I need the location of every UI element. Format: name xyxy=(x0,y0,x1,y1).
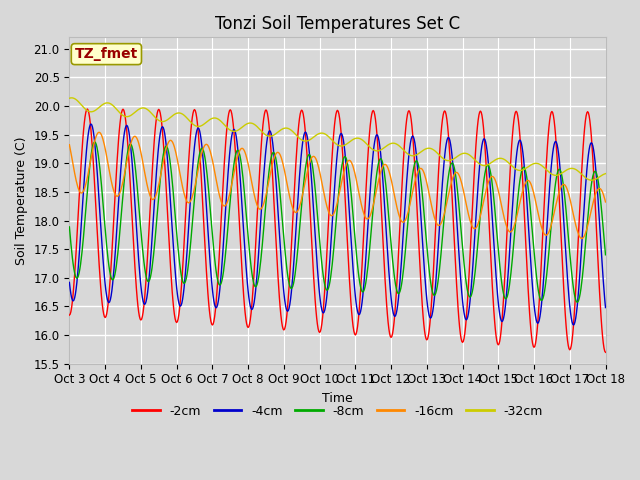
-32cm xyxy=(207,116,214,122)
Text: TZ_fmet: TZ_fmet xyxy=(75,47,138,61)
-4cm xyxy=(570,322,577,328)
Line: -32cm: -32cm xyxy=(69,98,605,180)
Title: Tonzi Soil Temperatures Set C: Tonzi Soil Temperatures Set C xyxy=(215,15,460,33)
-16cm xyxy=(382,162,390,168)
-8cm xyxy=(382,182,390,188)
-2cm xyxy=(330,131,337,136)
-16cm xyxy=(602,199,609,205)
-16cm xyxy=(435,223,442,228)
Y-axis label: Soil Temperature (C): Soil Temperature (C) xyxy=(15,136,28,265)
-16cm xyxy=(184,200,191,205)
-2cm xyxy=(184,173,191,179)
-16cm xyxy=(553,197,561,203)
-16cm xyxy=(578,236,586,241)
-32cm xyxy=(68,95,76,101)
Line: -16cm: -16cm xyxy=(69,132,605,239)
-8cm xyxy=(435,273,442,279)
-2cm xyxy=(435,166,442,171)
-4cm xyxy=(602,305,609,311)
Line: -4cm: -4cm xyxy=(69,124,605,325)
-32cm xyxy=(553,172,561,178)
-2cm xyxy=(382,290,390,296)
-8cm xyxy=(91,139,99,145)
-8cm xyxy=(184,266,191,272)
-2cm xyxy=(602,349,609,355)
-8cm xyxy=(573,300,581,305)
-16cm xyxy=(95,130,103,135)
-2cm xyxy=(207,318,214,324)
-4cm xyxy=(330,197,337,203)
-16cm xyxy=(65,142,73,147)
Line: -2cm: -2cm xyxy=(69,109,605,352)
-4cm xyxy=(65,279,73,285)
-16cm xyxy=(330,211,337,216)
-4cm xyxy=(184,237,191,243)
-4cm xyxy=(87,121,95,127)
-32cm xyxy=(382,144,390,149)
-4cm xyxy=(207,270,214,276)
-32cm xyxy=(602,171,609,177)
-8cm xyxy=(207,214,214,219)
-16cm xyxy=(207,151,214,156)
X-axis label: Time: Time xyxy=(322,392,353,405)
-32cm xyxy=(65,96,73,101)
-32cm xyxy=(184,116,191,122)
-4cm xyxy=(382,223,390,228)
-32cm xyxy=(435,152,442,157)
-4cm xyxy=(435,237,442,242)
-2cm xyxy=(65,312,73,318)
-8cm xyxy=(553,171,561,177)
-8cm xyxy=(330,246,337,252)
Line: -8cm: -8cm xyxy=(69,142,605,302)
-32cm xyxy=(588,177,595,183)
-2cm xyxy=(83,106,91,112)
-2cm xyxy=(553,155,561,161)
-32cm xyxy=(330,139,337,145)
-4cm xyxy=(553,142,561,147)
-8cm xyxy=(602,252,609,258)
-8cm xyxy=(65,224,73,230)
Legend: -2cm, -4cm, -8cm, -16cm, -32cm: -2cm, -4cm, -8cm, -16cm, -32cm xyxy=(127,400,548,423)
